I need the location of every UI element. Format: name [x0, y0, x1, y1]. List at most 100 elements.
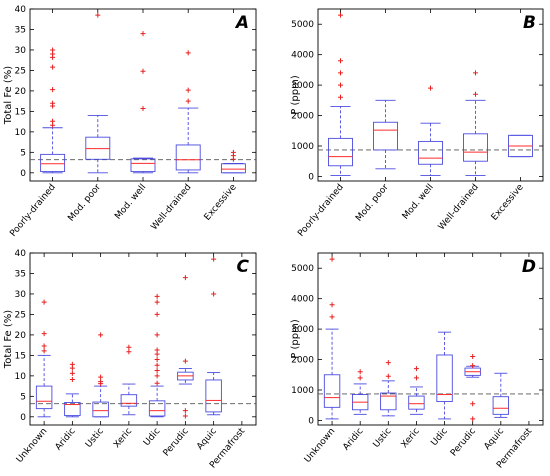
- box-iqr: [130, 158, 156, 173]
- box-iqr: [92, 401, 109, 418]
- box-iqr: [148, 400, 166, 417]
- box-iqr: [175, 144, 201, 171]
- y-tick-label: 4000: [291, 295, 314, 305]
- outlier-point: [41, 331, 47, 337]
- x-tick-label: Xeric: [400, 426, 422, 450]
- panel-d: 0 1000 2000 3000 4000 5000 P (ppm) Unknown Aridi…: [290, 252, 544, 470]
- outlier-point: [98, 374, 104, 380]
- y-tick-label: 4000: [291, 51, 314, 61]
- outlier-point: [41, 299, 47, 305]
- y-tick-label: 3000: [291, 81, 314, 91]
- panel-c: 0 5 10 15 20 25 30 35 40 Total Fe (%) Unknown Aridi…: [3, 249, 257, 470]
- y-tick-label: 5: [20, 148, 26, 158]
- x-tick-label: Perudic: [162, 426, 191, 458]
- outlier-point: [69, 370, 75, 376]
- outlier-point: [470, 363, 476, 369]
- box-5: [148, 293, 166, 418]
- outlier-point: [185, 98, 191, 104]
- x-tick-label: Mod. poor: [66, 182, 103, 223]
- outlier-point: [385, 360, 391, 366]
- x-tick-label: Aridic: [54, 426, 78, 452]
- x-tick-label: Aquic: [482, 426, 506, 452]
- y-tick-label: 25: [15, 310, 26, 320]
- box-2: [352, 369, 369, 415]
- box-iqr: [64, 402, 81, 417]
- outlier-point: [357, 375, 363, 381]
- x-tick-label: Mod. well: [113, 183, 148, 222]
- outlier-point: [154, 347, 160, 353]
- y-tick-label: 5000: [291, 20, 314, 30]
- outlier-point: [50, 64, 56, 70]
- outlier-point: [154, 356, 160, 362]
- outlier-point: [413, 375, 419, 381]
- outlier-point: [182, 358, 188, 364]
- outlier-point: [357, 369, 363, 375]
- box-4: [408, 366, 425, 415]
- outlier-point: [50, 118, 56, 124]
- box-4: [175, 50, 201, 174]
- x-tick-label: Udic: [142, 426, 162, 448]
- box-iqr: [205, 379, 222, 413]
- x-tick-label: Mod. well: [401, 183, 436, 222]
- outlier-point: [69, 377, 75, 383]
- outlier-point: [413, 366, 419, 372]
- y-tick-label: 0: [308, 416, 314, 426]
- box-7: [492, 372, 509, 418]
- outlier-point: [98, 332, 104, 338]
- y-axis-label: P (ppm): [290, 319, 301, 359]
- outlier-point: [338, 12, 343, 18]
- box-iqr: [436, 354, 453, 403]
- outlier-point: [95, 12, 101, 18]
- box-1: [328, 12, 353, 176]
- outlier-point: [140, 31, 146, 37]
- box-1: [40, 47, 66, 174]
- outlier-point: [98, 379, 104, 385]
- outlier-point: [470, 401, 476, 407]
- box-iqr: [328, 137, 353, 167]
- outlier-point: [126, 344, 132, 350]
- panel-b: 0 1000 2000 3000 4000 5000 P (ppm) Poorly-drain…: [290, 8, 544, 239]
- y-tick-label: 10: [15, 128, 27, 138]
- outlier-point: [338, 82, 343, 88]
- y-tick-label: 3000: [291, 325, 314, 335]
- outlier-point: [473, 91, 478, 97]
- panel-letter: C: [237, 257, 250, 277]
- outlier-point: [154, 362, 160, 368]
- y-axis-label: P (ppm): [290, 75, 301, 115]
- box-4: [120, 344, 138, 416]
- outlier-point: [230, 149, 236, 155]
- outlier-point: [140, 68, 146, 74]
- outlier-point: [154, 373, 160, 379]
- box-7: [205, 256, 222, 416]
- box-iqr: [408, 395, 425, 410]
- outlier-point: [185, 50, 191, 56]
- y-tick-label: 40: [15, 5, 27, 15]
- plot-frame: [29, 252, 257, 426]
- box-iqr: [35, 385, 53, 410]
- box-2: [64, 361, 81, 418]
- outlier-point: [50, 100, 56, 106]
- panel-letter: B: [523, 13, 536, 33]
- x-tick-label: Poorly-drained: [8, 183, 58, 239]
- x-tick-label: Ustic: [372, 426, 394, 450]
- outlier-point: [69, 361, 75, 367]
- x-tick-label: Mod. poor: [354, 182, 391, 223]
- outlier-point: [41, 348, 47, 354]
- box-iqr: [492, 396, 509, 415]
- y-tick-label: 15: [15, 351, 26, 361]
- y-tick-label: 20: [15, 87, 27, 97]
- box-iqr: [380, 392, 397, 411]
- x-tick-label: Unknown: [303, 427, 338, 465]
- y-tick-label: 25: [15, 66, 26, 76]
- y-tick-label: 0: [308, 172, 314, 182]
- y-tick-label: 20: [15, 331, 27, 341]
- y-tick-label: 1000: [291, 142, 314, 152]
- box-2: [373, 99, 398, 170]
- y-tick-label: 30: [15, 290, 27, 300]
- outlier-point: [154, 299, 160, 305]
- y-tick-label: 30: [15, 46, 27, 56]
- box-6: [464, 354, 481, 422]
- box-5: [220, 149, 246, 174]
- outlier-point: [154, 293, 160, 299]
